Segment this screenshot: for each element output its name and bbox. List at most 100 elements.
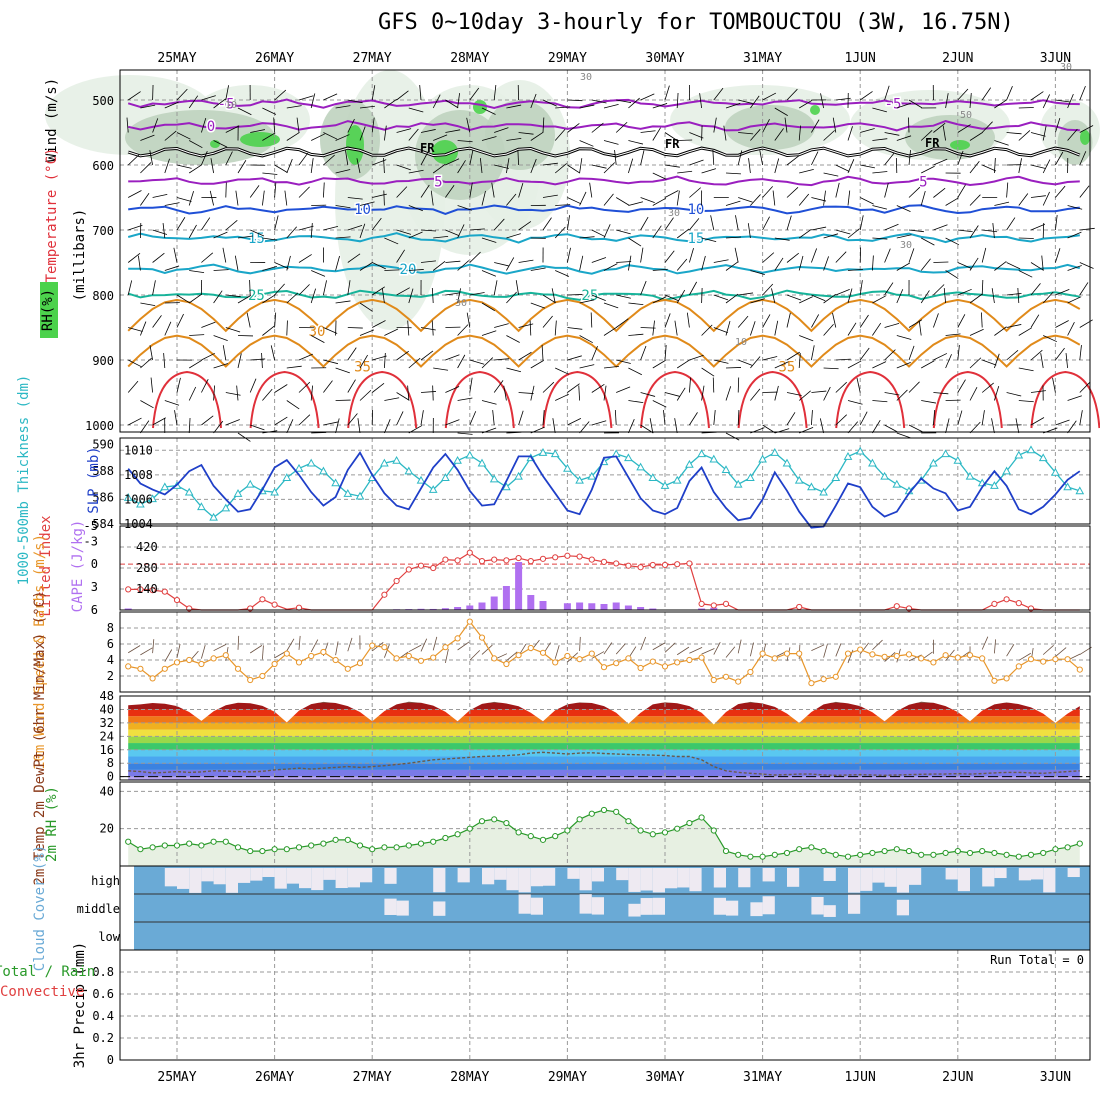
wind-barb <box>908 248 915 263</box>
axis-labels: Wind (m/s)Temperature (°C) (millibars) RH(… <box>0 78 102 1068</box>
thickness-point <box>709 454 719 463</box>
wind-barb <box>213 290 223 304</box>
wind-barb <box>457 354 466 369</box>
high-cloud <box>238 868 251 883</box>
surface-barb <box>445 649 449 663</box>
rh-point <box>405 842 412 849</box>
wind-barb <box>835 251 847 263</box>
wind-barb <box>578 385 580 401</box>
date-label-top: 26MAY <box>255 51 294 66</box>
high-cloud <box>384 868 397 884</box>
wind-barb <box>262 172 278 175</box>
li-tick-label: -3 <box>84 534 98 548</box>
wind-barb <box>347 99 363 104</box>
temp-tick-label: 16 <box>100 743 114 757</box>
isotherm-30 <box>127 298 1081 333</box>
wind-barb <box>284 190 288 206</box>
thickness-point <box>404 466 414 475</box>
wind-barb <box>262 132 276 141</box>
wind-barb <box>1006 86 1013 101</box>
wind-barb <box>945 333 961 336</box>
mid-cloud <box>726 900 739 916</box>
temp-band <box>128 756 1080 764</box>
thickness-point <box>465 450 475 459</box>
temp-tick-label: 40 <box>100 702 114 716</box>
wind-barb <box>445 354 460 361</box>
wind-barb <box>286 400 300 410</box>
wind-speed-point <box>1027 656 1035 663</box>
high-cloud <box>323 868 336 880</box>
surface-barb <box>262 645 264 660</box>
rh-point <box>991 849 998 857</box>
li-point <box>454 557 461 564</box>
wind-barb <box>1055 347 1065 361</box>
wind-barb <box>628 419 635 434</box>
wind-barb <box>847 228 860 239</box>
wind-barb <box>357 418 361 434</box>
rh-point <box>1040 849 1047 857</box>
date-label-top: 25MAY <box>157 51 196 66</box>
wind-barb <box>896 234 912 239</box>
cape-bar <box>649 608 657 610</box>
temp-band <box>128 701 1080 703</box>
wind-barb <box>933 187 946 198</box>
wind-barb <box>152 252 165 263</box>
li-point <box>259 596 266 603</box>
wind-barb <box>689 218 700 231</box>
wind-barb <box>969 357 982 369</box>
wind-barb <box>201 252 214 263</box>
wind-barb <box>335 205 351 209</box>
wind-barb <box>701 385 705 401</box>
wind-barb <box>1018 367 1034 372</box>
wind-barb <box>969 132 983 141</box>
wind-barb <box>908 117 910 133</box>
high-cloud <box>896 868 909 893</box>
wind-barb <box>1030 195 1046 198</box>
wind-speed-point <box>625 655 632 662</box>
wind-speed-point <box>1015 663 1022 670</box>
rh-point <box>722 847 730 855</box>
wind-barb <box>542 294 556 304</box>
wind-speed-point <box>613 660 620 667</box>
high-cloud <box>640 868 653 891</box>
wind-barb <box>479 158 483 174</box>
surface-barb <box>1018 652 1032 661</box>
wind-barb <box>579 236 595 239</box>
wind-barb <box>420 260 436 263</box>
wind-barb <box>933 261 949 263</box>
rh-axis-label: RH(%) <box>40 289 56 331</box>
wind-barb <box>1018 193 1029 206</box>
wind-barb <box>589 182 593 198</box>
high-cloud <box>506 868 519 891</box>
isotherm-40 <box>932 370 1003 429</box>
thickness-point <box>502 482 511 491</box>
wind-barb <box>994 158 996 174</box>
wind-barb <box>701 255 706 271</box>
wind-barb <box>628 97 640 109</box>
wind-barb <box>762 252 775 263</box>
wind-barb <box>908 345 915 361</box>
wind-barb <box>396 164 411 171</box>
mid-cloud <box>823 905 836 917</box>
wind-barb <box>628 367 642 376</box>
high-cloud <box>433 868 446 893</box>
wind-speed-point <box>918 655 925 662</box>
wind-barb <box>407 320 410 336</box>
wind-speed-point <box>271 660 278 668</box>
wind-barb <box>481 270 497 277</box>
wind-barb <box>1030 91 1044 101</box>
wind-barb <box>420 410 424 426</box>
wind-barb <box>689 187 701 198</box>
wind-barb <box>884 182 889 198</box>
thickness-tick-label: 590 <box>92 438 114 452</box>
wind-barb <box>591 383 605 393</box>
mid-cloud <box>811 897 824 915</box>
wind-barb <box>798 390 811 401</box>
wind-barb <box>933 224 948 231</box>
wind-barb <box>860 164 876 169</box>
isotherm-label: 15 <box>248 231 265 247</box>
wind-speed-point <box>869 651 876 658</box>
thickness-point <box>990 481 999 489</box>
wind-barb <box>262 107 277 115</box>
wind-barb <box>1079 381 1091 393</box>
